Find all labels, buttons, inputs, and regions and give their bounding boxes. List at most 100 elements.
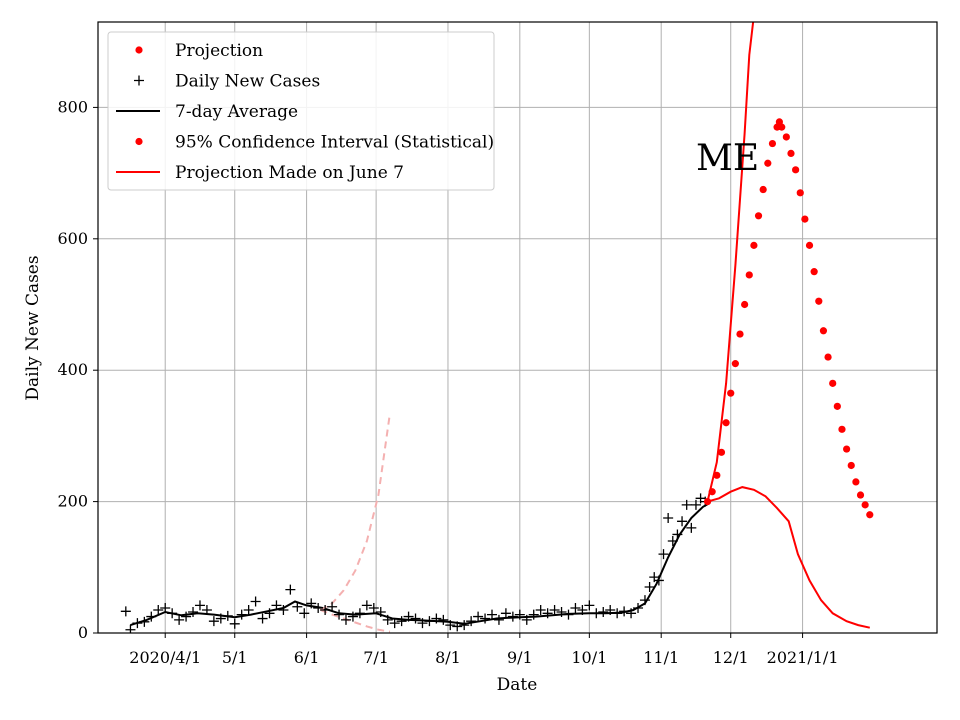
daily-case-marker — [160, 603, 171, 614]
legend-plus-icon — [134, 75, 144, 86]
seven-day-average-line — [130, 502, 711, 627]
projection-point — [741, 300, 749, 309]
plot-frame — [97, 21, 938, 634]
daily-case-marker — [542, 608, 553, 619]
june7-projection-line — [320, 609, 391, 633]
daily-case-marker — [549, 605, 560, 616]
daily-case-marker — [188, 606, 199, 617]
daily-case-marker — [452, 621, 463, 632]
x-axis-label: Date — [497, 675, 538, 695]
daily-case-marker — [264, 608, 275, 619]
daily-case-marker — [424, 616, 435, 627]
daily-case-marker — [563, 609, 574, 620]
daily-case-marker — [167, 608, 178, 619]
daily-case-marker — [686, 522, 697, 533]
projection-point — [768, 139, 777, 148]
daily-case-marker — [514, 609, 525, 620]
daily-case-marker — [299, 608, 310, 619]
projection-point — [787, 149, 795, 157]
projection-point — [782, 133, 790, 141]
daily-case-marker — [382, 614, 393, 625]
legend-box — [107, 31, 495, 191]
daily-case-marker — [375, 606, 386, 617]
projection-point — [856, 491, 865, 499]
projection-point — [819, 327, 828, 335]
legend-item: Projection Made on June 7 — [116, 163, 404, 183]
x-tick-label: 12/1 — [713, 648, 749, 667]
y-axis-label: Daily New Cases — [23, 255, 43, 400]
daily-case-marker — [690, 499, 701, 510]
projection-point — [866, 511, 874, 519]
y-ticks: 0 200 400 600 800 — [57, 97, 98, 642]
y-tick-label: 0 — [78, 623, 88, 642]
legend-label: Projection — [175, 41, 263, 61]
projection-point — [713, 471, 721, 479]
daily-case-marker — [327, 601, 338, 612]
daily-case-marker — [201, 605, 212, 616]
projection-point — [745, 271, 753, 279]
daily-case-marker — [181, 611, 192, 622]
daily-case-marker — [431, 613, 442, 624]
daily-case-marker — [368, 603, 379, 614]
legend-dot-icon — [135, 46, 143, 54]
daily-case-marker — [493, 614, 504, 625]
legend-label: 95% Confidence Interval (Statistical) — [175, 133, 494, 153]
projection-point — [852, 478, 860, 486]
legend-item: Daily New Cases — [134, 72, 320, 92]
projection-point — [792, 166, 800, 174]
projection-point — [801, 215, 809, 223]
daily-case-marker — [403, 611, 414, 622]
daily-case-marker — [507, 611, 518, 622]
projection-point — [810, 268, 818, 276]
y-tick-label: 600 — [57, 229, 88, 248]
projection-point — [722, 419, 730, 427]
daily-case-marker — [445, 620, 456, 631]
legend: Projection Daily New Cases 7-day Average 95… — [107, 31, 495, 191]
projection-point — [727, 389, 735, 397]
daily-case-marker — [132, 618, 143, 629]
daily-case-marker — [438, 614, 449, 625]
daily-case-marker — [208, 616, 219, 627]
projection-point — [717, 448, 726, 456]
projection-point — [764, 159, 772, 167]
legend-label: Projection Made on June 7 — [175, 163, 404, 183]
projection-point — [750, 241, 758, 249]
x-tick-label: 2020/4/1 — [129, 648, 201, 667]
daily-case-marker — [139, 616, 150, 627]
projection-point — [736, 330, 744, 338]
daily-case-marker — [292, 601, 303, 612]
daily-case-marker — [556, 606, 567, 617]
projection-point — [824, 353, 832, 361]
daily-case-marker — [271, 600, 282, 611]
daily-case-marker — [146, 611, 157, 622]
projection-point — [838, 425, 846, 433]
daily-case-marker — [313, 603, 324, 614]
projection-point — [778, 123, 786, 131]
ci-lower-line — [707, 486, 871, 629]
daily-case-marker — [257, 613, 268, 624]
x-tick-label: 10/1 — [571, 648, 607, 667]
legend-item: 7-day Average — [116, 102, 298, 122]
daily-case-marker — [672, 529, 683, 540]
y-tick-label: 800 — [57, 97, 88, 116]
daily-case-marker — [410, 613, 421, 624]
daily-case-marker — [361, 600, 372, 611]
daily-case-marker — [500, 608, 511, 619]
projection-point — [847, 461, 855, 470]
daily-case-marker — [577, 605, 588, 616]
daily-case-marker — [459, 620, 470, 631]
daily-case-marker — [125, 624, 136, 633]
legend-item: Projection — [135, 41, 263, 61]
projection-point — [829, 379, 837, 387]
daily-case-marker — [222, 610, 233, 621]
x-tick-label: 11/1 — [643, 648, 679, 667]
daily-case-marker — [320, 605, 331, 616]
daily-case-marker — [250, 596, 261, 607]
daily-case-marker — [153, 605, 164, 616]
daily-case-marker — [285, 584, 296, 595]
daily-case-marker — [340, 614, 351, 625]
daily-case-marker — [535, 605, 546, 616]
daily-case-marker — [215, 613, 226, 624]
